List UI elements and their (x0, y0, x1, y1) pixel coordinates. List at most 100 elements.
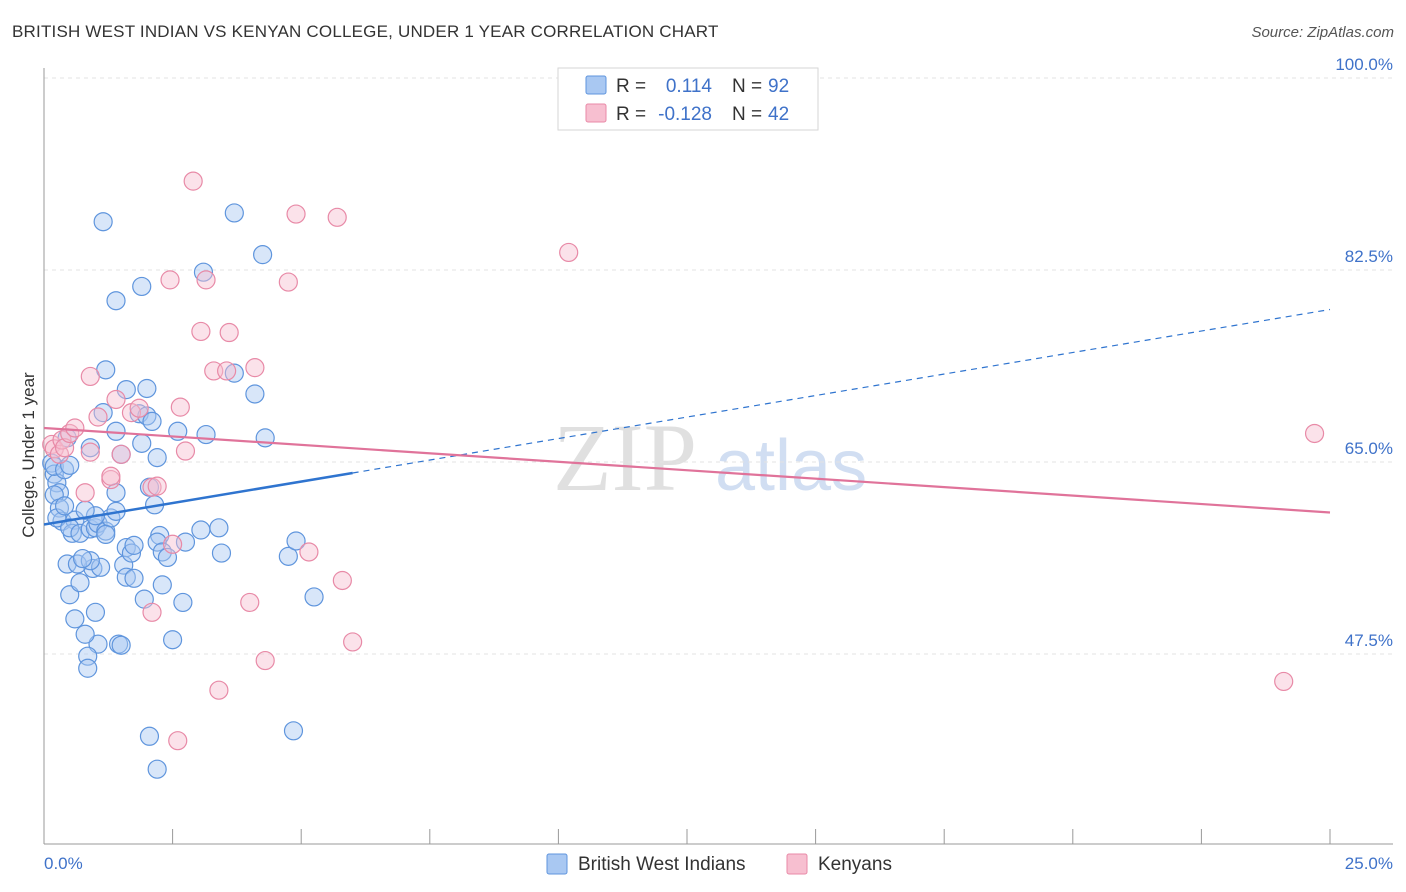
kenyan-point-35 (343, 632, 363, 652)
axes (43, 68, 1393, 845)
bwi-point-63 (96, 524, 116, 545)
kenyan-point-19 (163, 534, 183, 554)
bwi-point-34 (142, 411, 162, 432)
bwi-point-90 (124, 535, 144, 555)
bwi-point-48 (304, 587, 324, 607)
x-tick-label-1: 25.0% (1345, 854, 1393, 873)
bwi-point-86 (209, 518, 229, 538)
bwi-point-88 (147, 759, 167, 779)
bottom-legend-label-blue: British West Indians (578, 854, 746, 875)
bwi-point-49 (93, 212, 113, 232)
bwi-point-24 (54, 496, 75, 516)
bwi-point-27 (80, 438, 100, 458)
y-tick-label-2: 82.5% (1345, 247, 1393, 266)
bwi-point-31 (116, 379, 136, 400)
bwi-point-71 (116, 537, 136, 558)
bwi-point-14 (60, 518, 80, 538)
bwi-point-77 (147, 532, 167, 552)
kenyan-point-40 (142, 602, 162, 622)
bwi-point-36 (132, 433, 152, 453)
bwi-point-46 (278, 546, 298, 566)
bottom-legend: British West Indians Kenyans (546, 853, 892, 875)
legend-n-value-blue: 92 (768, 76, 789, 97)
legend-r-value-pink: -0.128 (658, 104, 712, 125)
bwi-point-40 (196, 424, 216, 445)
bwi-point-33 (137, 406, 157, 426)
bwi-point-78 (152, 542, 172, 562)
bwi-point-54 (65, 609, 85, 629)
trend-line-bwi-dashed (352, 308, 1331, 474)
bwi-point-35 (137, 378, 157, 399)
bwi-point-72 (121, 543, 142, 563)
trend-line-kenyans (43, 426, 1331, 514)
y-tick-label-0: 47.5% (1345, 631, 1393, 650)
kenyan-point-22 (183, 171, 203, 191)
legend-n-value-pink: 42 (768, 104, 789, 125)
kenyan-point-18 (147, 476, 167, 496)
bwi-point-37 (147, 448, 167, 468)
bwi-point-50 (106, 291, 126, 311)
trend-lines (43, 308, 1331, 526)
kenyan-point-31 (286, 204, 306, 224)
kenyan-point-36 (240, 592, 260, 613)
kenyan-point-33 (327, 207, 347, 227)
bottom-legend-swatch-blue (546, 853, 568, 875)
watermark: ZIP atlas (553, 404, 867, 511)
kenyan-point-4 (54, 438, 75, 458)
chart-title: BRITISH WEST INDIAN VS KENYAN COLLEGE, U… (12, 22, 719, 41)
bwi-point-82 (163, 630, 183, 650)
kenyan-point-10 (88, 407, 108, 427)
bwi-point-68 (78, 658, 98, 678)
kenyan-point-28 (219, 322, 239, 343)
kenyan-point-16 (129, 398, 149, 418)
bwi-point-44 (253, 245, 273, 265)
bwi-point-39 (193, 262, 214, 282)
kenyan-point-42 (1274, 671, 1294, 692)
bwi-point-80 (152, 575, 172, 595)
legend-r-label-pink: R = (616, 104, 646, 125)
legend-r-value-blue: 0.114 (666, 76, 713, 97)
bottom-legend-label-pink: Kenyans (818, 854, 892, 875)
bwi-point-84 (191, 520, 211, 540)
legend-swatch-blue (585, 75, 607, 95)
x-tick-label-0: 0.0% (44, 854, 83, 873)
watermark-zip: ZIP (553, 404, 697, 511)
kenyan-point-25 (196, 270, 216, 290)
kenyan-point-21 (175, 441, 196, 461)
bwi-point-64 (85, 602, 106, 622)
trend-line-bwi-solid (43, 471, 353, 526)
legend-n-label-pink: N = (732, 104, 762, 125)
bwi-point-57 (83, 558, 103, 579)
bwi-point-66 (111, 635, 131, 655)
kenyan-point-29 (245, 358, 265, 378)
y-tick-labels: 47.5% 65.0% 82.5% 100.0% (1335, 55, 1393, 650)
bwi-point-42 (224, 203, 244, 223)
legend-n-label-blue: N = (732, 76, 762, 97)
kenyan-point-43 (1304, 423, 1325, 444)
bwi-point-53 (75, 624, 95, 644)
kenyan-point-3 (52, 430, 72, 450)
bwi-point-61 (80, 551, 100, 571)
y-axis-label: College, Under 1 year (19, 372, 38, 538)
kenyan-point-39 (168, 731, 188, 751)
watermark-atlas: atlas (715, 426, 867, 506)
bwi-point-89 (283, 721, 304, 741)
bwi-point-85 (211, 543, 232, 563)
bwi-point-51 (132, 276, 152, 297)
bwi-point-43 (245, 384, 265, 404)
kenyan-point-12 (101, 466, 121, 486)
kenyan-point-9 (80, 366, 100, 387)
kenyan-point-13 (106, 389, 126, 410)
kenyan-point-41 (559, 242, 579, 263)
bwi-point-87 (139, 726, 160, 746)
kenyan-point-2 (49, 444, 70, 464)
bwi-point-58 (90, 557, 111, 577)
legend-r-label-blue: R = (616, 76, 646, 97)
kenyan-point-24 (191, 321, 211, 342)
kenyan-point-6 (65, 418, 85, 438)
bottom-legend-swatch-pink (786, 853, 808, 875)
kenyan-point-7 (75, 483, 95, 503)
kenyan-point-30 (278, 272, 298, 292)
kenyan-point-34 (332, 570, 352, 591)
